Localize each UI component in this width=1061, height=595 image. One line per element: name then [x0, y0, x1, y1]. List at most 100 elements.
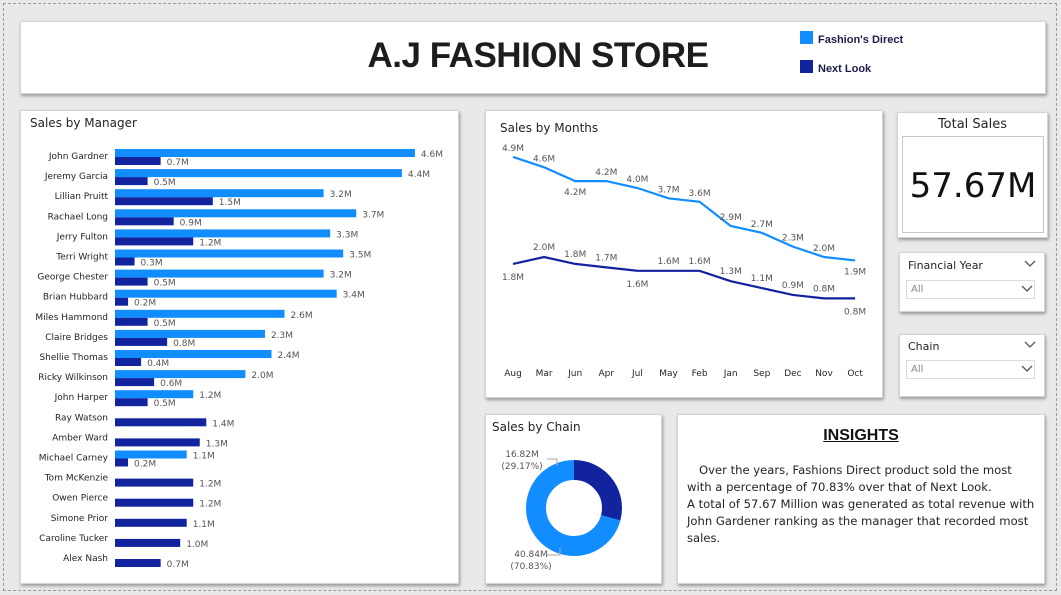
chevron-down-icon[interactable] — [1024, 260, 1036, 268]
x-axis-tick-label: Dec — [784, 369, 801, 379]
x-axis-tick-label: Jun — [567, 369, 582, 379]
bar-value-label-nextlook: 0.2M — [134, 460, 156, 470]
manager-name-label: Ray Watson — [55, 413, 108, 423]
bar-next-look — [115, 559, 161, 567]
chain-label: Chain — [908, 340, 940, 353]
financial-year-label: Financial Year — [908, 259, 983, 272]
bar-next-look — [115, 197, 213, 206]
bar-value-label-direct: 3.4M — [343, 291, 365, 301]
bar-value-label-direct: 2.0M — [251, 371, 273, 381]
bar-value-label-direct: 1.1M — [193, 452, 215, 462]
legend-swatch-direct — [800, 31, 813, 44]
financial-year-value: All — [911, 284, 924, 295]
page-title: A.J FASHION STORE — [367, 36, 709, 75]
bar-value-label-nextlook: 0.5M — [154, 319, 176, 329]
point-label-nextlook: 0.9M — [782, 281, 804, 291]
bar-fashions-direct — [115, 229, 331, 238]
bar-fashions-direct — [115, 189, 324, 198]
point-label-direct: 4.6M — [533, 154, 555, 164]
bar-value-label-nextlook: 1.3M — [206, 439, 228, 449]
bar-fashions-direct — [115, 450, 187, 459]
bar-value-label-nextlook: 0.6M — [160, 379, 182, 389]
bar-fashions-direct — [115, 249, 344, 258]
manager-name-label: John Harper — [54, 393, 109, 403]
chain-value: All — [911, 364, 924, 375]
x-axis-tick-label: Feb — [692, 369, 708, 379]
bar-value-label-nextlook: 1.2M — [199, 238, 221, 248]
sales-by-months-chart[interactable]: 4.9M 4.6M 4.2M 4.2M 4.0M 3.7M 3.6M 2.9M 2.7M 2.3M… — [485, 110, 883, 398]
sales-by-chain-chart[interactable]: 16.82M (29.17%) 40.84M (70.83%) — [485, 414, 662, 584]
point-label-nextlook: 1.8M — [502, 273, 524, 283]
insights-text: Over the years, Fashions Direct product … — [687, 462, 1039, 547]
point-label-nextlook: 0.8M — [813, 284, 835, 294]
bar-value-label-nextlook: 1.1M — [193, 520, 215, 530]
manager-name-label: Terri Wright — [55, 253, 108, 263]
chevron-down-icon[interactable] — [1024, 341, 1036, 349]
manager-name-label: Simone Prior — [51, 514, 109, 524]
x-axis-tick-label: Jul — [631, 369, 643, 379]
point-label-nextlook: 1.1M — [751, 274, 773, 284]
bar-fashions-direct — [115, 149, 415, 157]
bar-value-label-nextlook: 0.7M — [167, 158, 189, 168]
chain-dropdown[interactable]: All — [906, 360, 1035, 379]
manager-name-label: Amber Ward — [52, 433, 108, 443]
legend-label-direct[interactable]: Fashion's Direct — [818, 34, 904, 46]
manager-name-label: Shellie Thomas — [39, 353, 108, 363]
sales-by-chain-title: Sales by Chain — [492, 420, 581, 434]
manager-name-label: John Gardner — [48, 152, 108, 162]
chevron-down-icon[interactable] — [1021, 285, 1033, 293]
point-label-direct: 2.9M — [720, 213, 742, 223]
bar-next-look — [115, 157, 161, 165]
manager-name-label: Brian Hubbard — [43, 293, 108, 303]
manager-name-label: Ricky Wilkinson — [38, 373, 108, 383]
bar-value-label-nextlook: 1.0M — [186, 540, 208, 550]
legend-label-nextlook[interactable]: Next Look — [818, 63, 872, 75]
bar-value-label-nextlook: 0.3M — [141, 259, 163, 269]
bar-next-look — [115, 418, 207, 427]
sales-by-manager-card[interactable] — [20, 110, 459, 584]
sales-by-manager-chart[interactable]: John Gardner 4.6M 0.7M Jeremy Garcia 4.4M 0.5… — [20, 110, 459, 584]
bar-value-label-nextlook: 1.2M — [199, 480, 221, 490]
point-label-nextlook: 1.3M — [720, 267, 742, 277]
bar-next-look — [115, 237, 194, 246]
x-axis-tick-label: Nov — [815, 369, 833, 379]
bar-next-look — [115, 257, 135, 266]
point-label-nextlook: 1.7M — [595, 253, 617, 263]
slice-percent-label-direct: (70.83%) — [510, 562, 551, 572]
legend-swatch-nextlook — [800, 60, 813, 73]
point-label-nextlook: 0.8M — [844, 307, 866, 317]
manager-name-label: Rachael Long — [48, 212, 108, 222]
bar-fashions-direct — [115, 309, 285, 318]
header-card — [20, 21, 1046, 94]
insights-line-1: Over the years, Fashions Direct product … — [687, 463, 1012, 494]
point-label-direct: 2.7M — [751, 220, 773, 230]
insights-line-2: A total of 57.67 Million was generated a… — [687, 497, 1035, 545]
point-label-direct: 1.9M — [844, 267, 866, 277]
manager-name-label: Lillian Pruitt — [55, 192, 109, 202]
bar-next-look — [115, 518, 187, 527]
bar-fashions-direct — [115, 329, 265, 338]
sales-by-manager-title: Sales by Manager — [30, 116, 137, 130]
bar-value-label-direct: 3.5M — [349, 251, 371, 261]
chevron-down-icon[interactable] — [1021, 365, 1033, 373]
manager-name-label: Owen Pierce — [52, 494, 108, 504]
bar-fashions-direct — [115, 289, 337, 298]
bar-value-label-nextlook: 0.8M — [173, 339, 195, 349]
bar-value-label-nextlook: 1.4M — [212, 419, 234, 429]
bar-next-look — [115, 177, 148, 186]
line-fashions-direct — [512, 155, 856, 262]
manager-name-label: Claire Bridges — [45, 333, 108, 343]
bar-next-look — [115, 358, 142, 366]
bar-next-look — [115, 398, 148, 407]
bar-value-label-nextlook: 1.2M — [199, 500, 221, 510]
bar-value-label-nextlook: 0.9M — [180, 218, 202, 228]
bar-fashions-direct — [115, 390, 194, 399]
bar-value-label-direct: 3.2M — [330, 271, 352, 281]
x-axis-tick-label: Mar — [536, 369, 553, 379]
insights-card — [677, 414, 1045, 584]
bar-value-label-nextlook: 0.5M — [154, 178, 176, 188]
manager-name-label: Caroline Tucker — [39, 534, 108, 544]
bar-next-look — [115, 478, 194, 487]
financial-year-dropdown[interactable]: All — [906, 280, 1035, 299]
bar-value-label-direct: 3.3M — [336, 230, 358, 240]
